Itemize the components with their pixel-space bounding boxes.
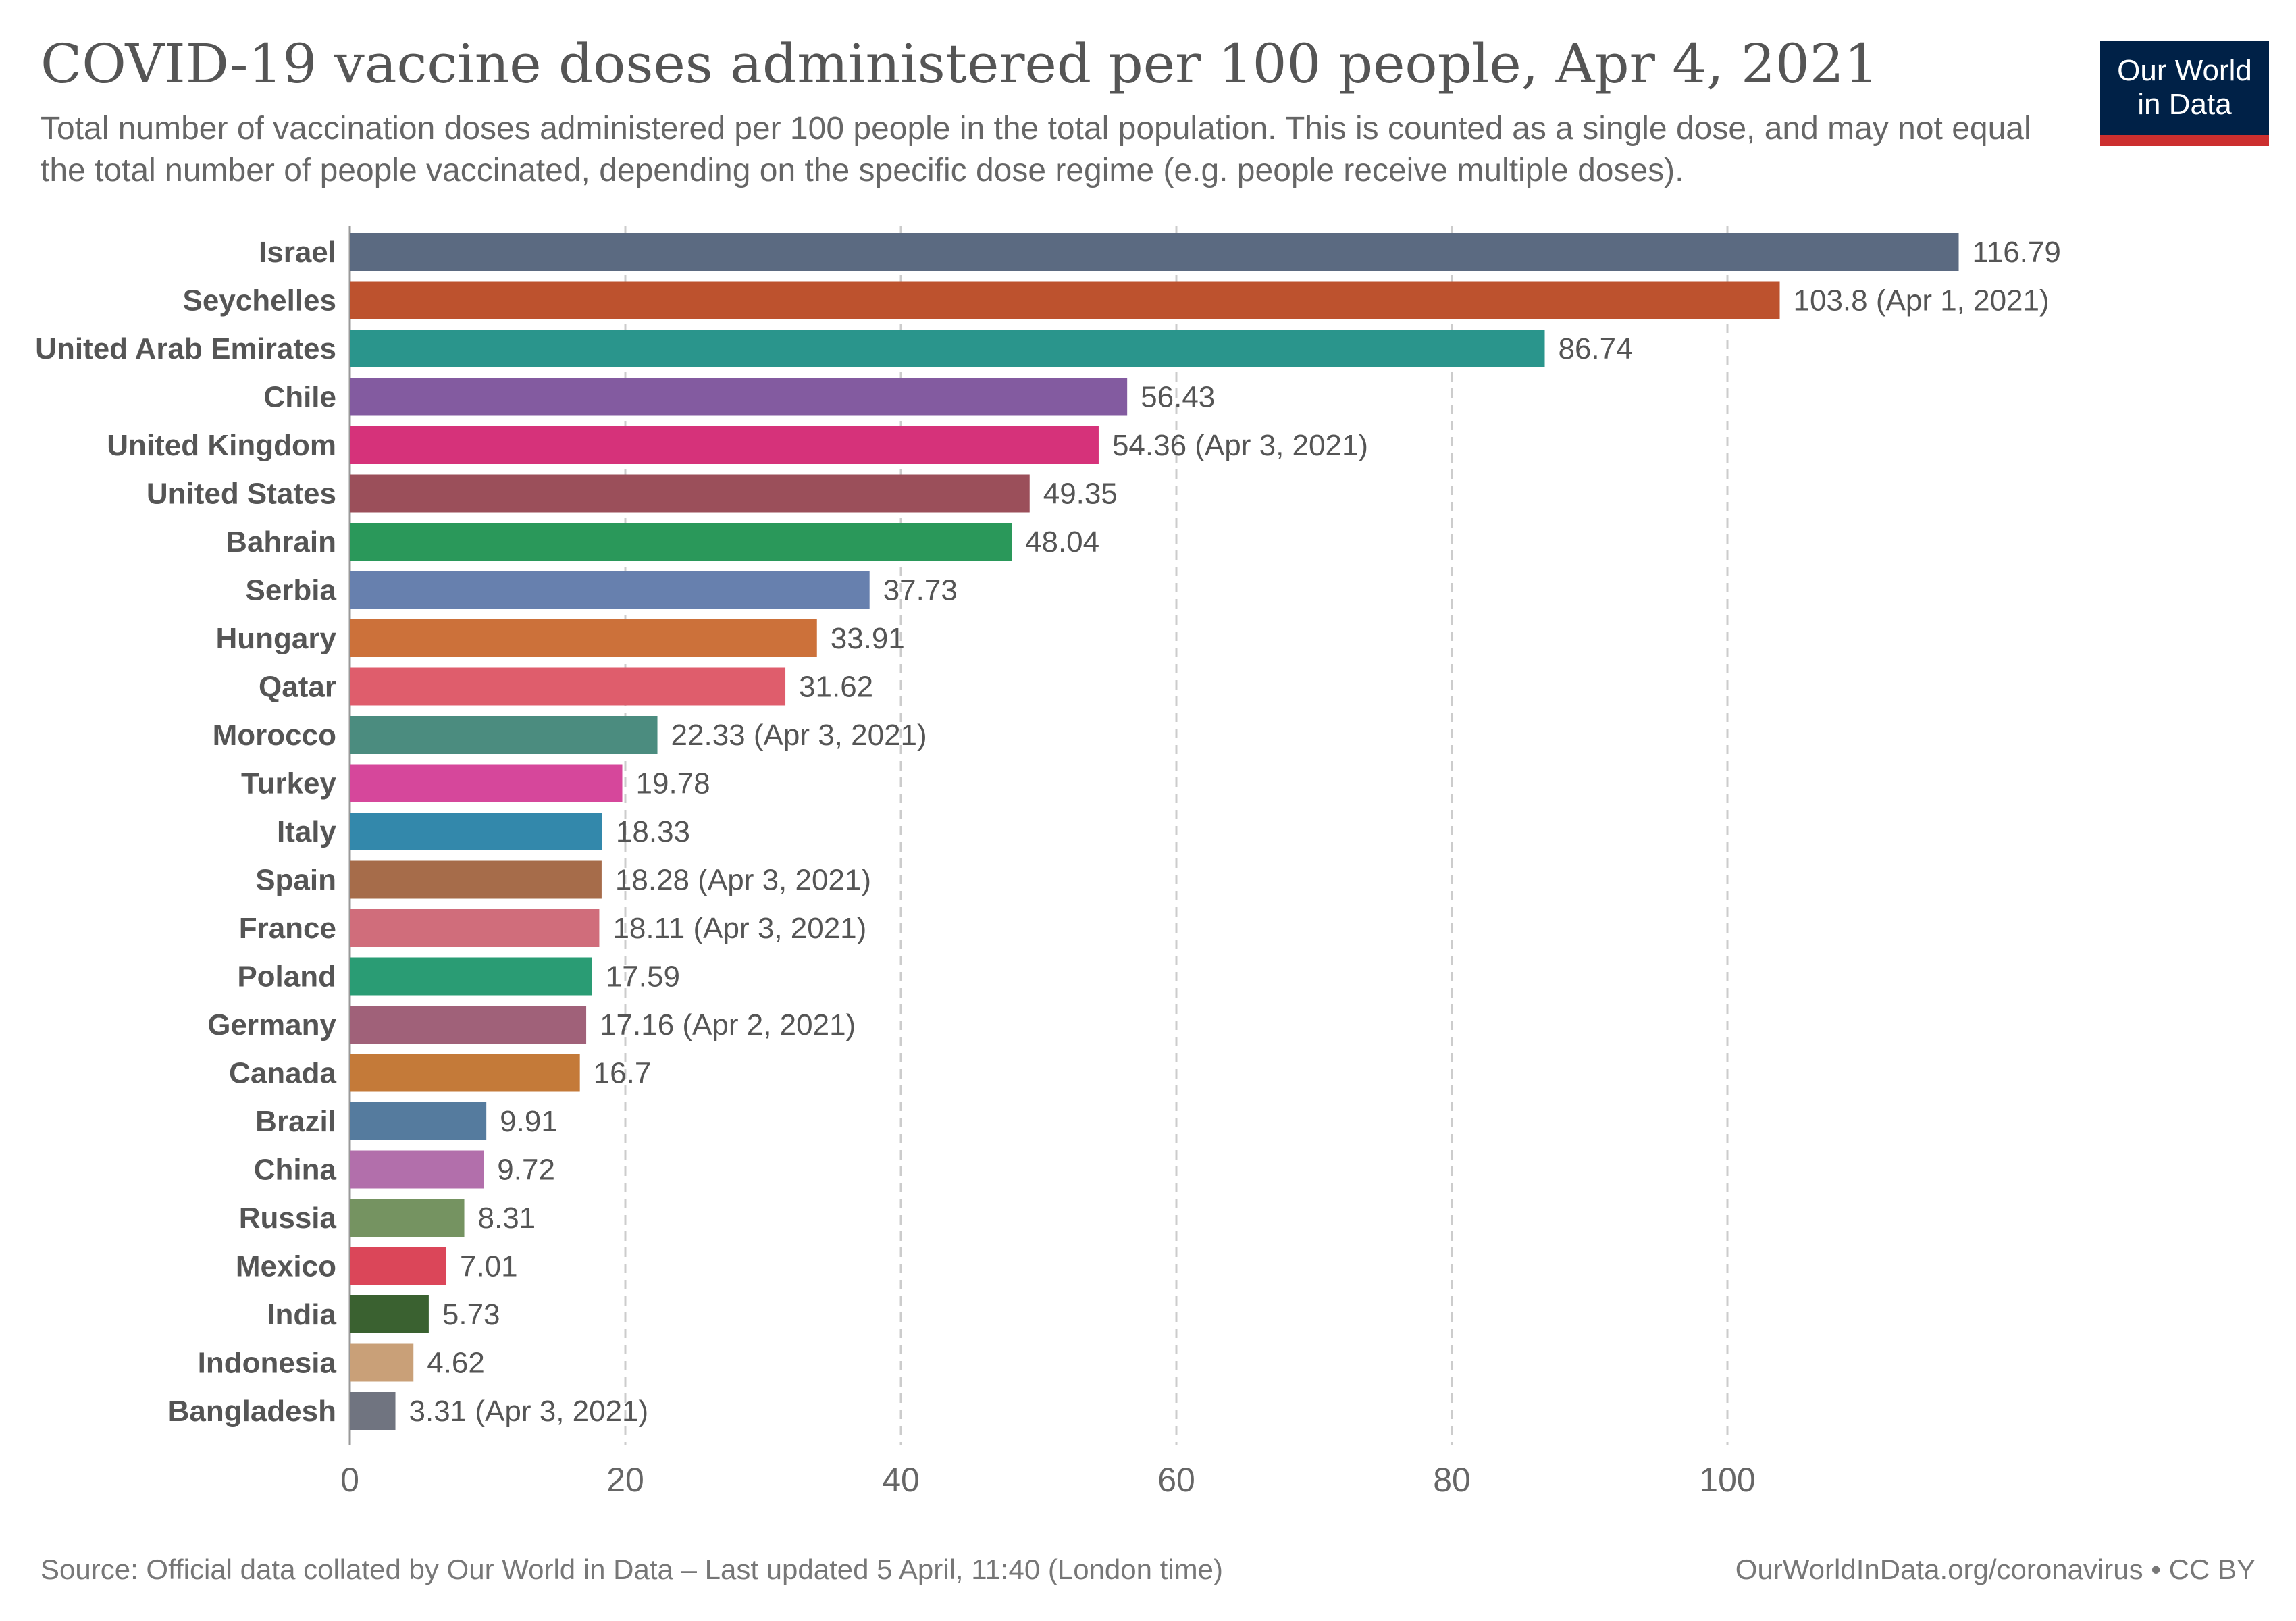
value-label-spain: 18.28 (Apr 3, 2021) bbox=[615, 864, 871, 897]
bar-russia[interactable] bbox=[350, 1199, 465, 1237]
x-axis: 0 20 40 60 80 100 bbox=[340, 1461, 1756, 1499]
category-label-germany: Germany bbox=[207, 1008, 336, 1041]
value-label-turkey: 19.78 bbox=[636, 767, 710, 800]
attribution-link[interactable]: OurWorldInData.org/coronavirus • CC BY bbox=[1735, 1553, 2255, 1585]
bar-bahrain[interactable] bbox=[350, 523, 1012, 561]
bar-bangladesh[interactable] bbox=[350, 1392, 396, 1430]
x-tick-label-20: 20 bbox=[606, 1461, 644, 1499]
category-label-united-states: United States bbox=[147, 478, 336, 511]
category-label-poland: Poland bbox=[237, 960, 336, 994]
value-label-united-states: 49.35 bbox=[1043, 478, 1118, 511]
bar-italy[interactable] bbox=[350, 813, 602, 850]
category-label-qatar: Qatar bbox=[259, 671, 336, 704]
bar-brazil[interactable] bbox=[350, 1102, 487, 1140]
bar-seychelles[interactable] bbox=[350, 281, 1780, 319]
value-label-brazil: 9.91 bbox=[500, 1105, 558, 1138]
value-label-canada: 16.7 bbox=[594, 1057, 652, 1090]
value-label-russia: 8.31 bbox=[478, 1202, 536, 1235]
category-label-india: India bbox=[267, 1298, 336, 1331]
category-label-france: France bbox=[239, 912, 336, 945]
chart-title: COVID-19 vaccine doses administered per … bbox=[41, 32, 1879, 95]
value-label-mexico: 7.01 bbox=[460, 1250, 518, 1283]
category-label-russia: Russia bbox=[239, 1202, 337, 1235]
category-label-seychelles: Seychelles bbox=[183, 284, 337, 317]
bar-mexico[interactable] bbox=[350, 1247, 447, 1285]
value-label-hungary: 33.91 bbox=[831, 622, 905, 655]
bar-germany[interactable] bbox=[350, 1006, 587, 1044]
category-label-chile: Chile bbox=[263, 381, 336, 414]
value-label-chile: 56.43 bbox=[1141, 381, 1215, 414]
logo-line-2: in Data bbox=[2137, 88, 2232, 121]
category-label-serbia: Serbia bbox=[245, 574, 336, 607]
value-label-poland: 17.59 bbox=[606, 960, 680, 994]
value-label-china: 9.72 bbox=[497, 1154, 555, 1187]
labels: Israel 116.79 Seychelles 103.8 (Apr 1, 2021… bbox=[35, 236, 2061, 1428]
bar-india[interactable] bbox=[350, 1295, 429, 1333]
bar-china[interactable] bbox=[350, 1150, 484, 1189]
bar-france[interactable] bbox=[350, 909, 600, 947]
category-label-morocco: Morocco bbox=[213, 719, 336, 752]
bar-chart: Israel 116.79 Seychelles 103.8 (Apr 1, 2021… bbox=[35, 226, 2061, 1499]
value-label-seychelles: 103.8 (Apr 1, 2021) bbox=[1794, 284, 2050, 317]
logo-line-1: Our World bbox=[2117, 54, 2252, 87]
bar-indonesia[interactable] bbox=[350, 1343, 414, 1382]
category-label-spain: Spain bbox=[255, 864, 336, 897]
category-label-indonesia: Indonesia bbox=[198, 1347, 337, 1380]
category-label-bahrain: Bahrain bbox=[226, 525, 336, 559]
category-label-mexico: Mexico bbox=[236, 1250, 336, 1283]
bar-poland[interactable] bbox=[350, 957, 592, 996]
value-label-italy: 18.33 bbox=[616, 815, 690, 848]
value-label-united-arab-emirates: 86.74 bbox=[1558, 332, 1632, 365]
bar-israel[interactable] bbox=[350, 233, 1959, 271]
our-world-in-data-logo[interactable]: Our World in Data bbox=[2100, 41, 2269, 146]
source-note: Source: Official data collated by Our Wo… bbox=[41, 1553, 1223, 1585]
value-label-india: 5.73 bbox=[442, 1298, 500, 1331]
bar-spain[interactable] bbox=[350, 860, 602, 899]
x-tick-label-80: 80 bbox=[1433, 1461, 1471, 1499]
category-label-canada: Canada bbox=[229, 1057, 336, 1090]
value-label-germany: 17.16 (Apr 2, 2021) bbox=[600, 1008, 856, 1041]
bars bbox=[350, 233, 1959, 1430]
x-tick-label-0: 0 bbox=[340, 1461, 359, 1499]
category-label-turkey: Turkey bbox=[241, 767, 337, 800]
value-label-morocco: 22.33 (Apr 3, 2021) bbox=[671, 719, 927, 752]
value-label-france: 18.11 (Apr 3, 2021) bbox=[612, 912, 866, 945]
category-label-hungary: Hungary bbox=[216, 622, 337, 655]
value-label-serbia: 37.73 bbox=[883, 574, 958, 607]
bar-turkey[interactable] bbox=[350, 764, 623, 802]
value-label-united-kingdom: 54.36 (Apr 3, 2021) bbox=[1112, 429, 1368, 462]
category-label-united-kingdom: United Kingdom bbox=[107, 429, 336, 462]
bar-united-kingdom[interactable] bbox=[350, 426, 1099, 464]
bar-serbia[interactable] bbox=[350, 571, 870, 609]
x-tick-label-60: 60 bbox=[1157, 1461, 1195, 1499]
category-label-china: China bbox=[254, 1154, 337, 1187]
bar-chile[interactable] bbox=[350, 378, 1128, 416]
x-tick-label-40: 40 bbox=[882, 1461, 920, 1499]
bar-united-arab-emirates[interactable] bbox=[350, 330, 1545, 367]
value-label-indonesia: 4.62 bbox=[427, 1347, 485, 1380]
bar-morocco[interactable] bbox=[350, 716, 658, 754]
chart-subtitle: Total number of vaccination doses admini… bbox=[41, 111, 2031, 188]
bar-united-states[interactable] bbox=[350, 474, 1030, 513]
bar-qatar[interactable] bbox=[350, 667, 786, 706]
x-tick-label-100: 100 bbox=[1699, 1461, 1755, 1499]
category-label-israel: Israel bbox=[259, 236, 336, 269]
category-label-italy: Italy bbox=[277, 815, 337, 848]
bar-hungary[interactable] bbox=[350, 619, 817, 657]
category-label-united-arab-emirates: United Arab Emirates bbox=[35, 332, 336, 365]
bar-canada[interactable] bbox=[350, 1054, 580, 1092]
value-label-bahrain: 48.04 bbox=[1025, 525, 1099, 559]
value-label-bangladesh: 3.31 (Apr 3, 2021) bbox=[409, 1395, 649, 1428]
value-label-israel: 116.79 bbox=[1973, 236, 2061, 269]
value-label-qatar: 31.62 bbox=[799, 671, 873, 704]
category-label-brazil: Brazil bbox=[255, 1105, 336, 1138]
category-label-bangladesh: Bangladesh bbox=[168, 1395, 336, 1428]
